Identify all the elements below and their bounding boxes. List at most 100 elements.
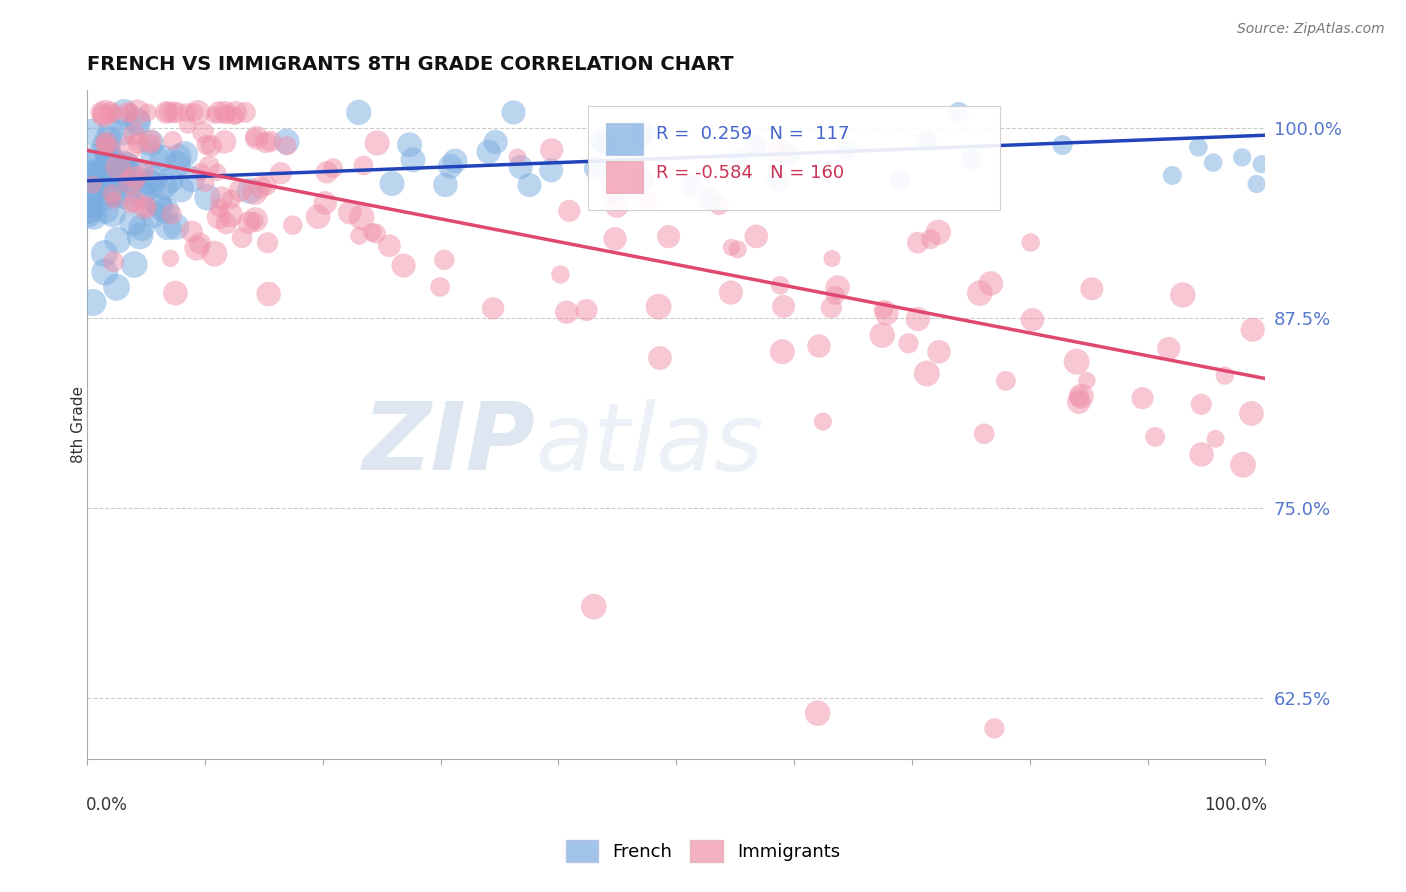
Point xyxy=(127,116,149,130)
Point xyxy=(87,179,110,194)
Point xyxy=(339,205,361,219)
Point xyxy=(550,268,572,282)
Point xyxy=(744,139,766,153)
Point xyxy=(983,722,1005,736)
Point xyxy=(482,301,505,316)
Point xyxy=(243,186,266,200)
Point xyxy=(124,194,146,209)
Point xyxy=(1191,447,1213,461)
Point xyxy=(699,192,721,206)
Point xyxy=(920,232,942,246)
Point xyxy=(103,105,125,120)
Point xyxy=(347,105,370,120)
Point xyxy=(245,130,267,145)
Point xyxy=(229,184,252,198)
Point xyxy=(167,150,190,164)
Point xyxy=(889,173,911,187)
Point xyxy=(1081,282,1104,296)
Point xyxy=(94,136,117,151)
Point xyxy=(770,344,793,359)
Point xyxy=(439,159,461,173)
Point xyxy=(433,252,456,267)
Point xyxy=(120,198,142,212)
Point xyxy=(89,185,111,199)
Point xyxy=(97,155,120,169)
Point xyxy=(647,300,669,314)
Point xyxy=(156,105,179,120)
FancyBboxPatch shape xyxy=(588,106,1000,210)
Point xyxy=(915,134,938,148)
Point xyxy=(77,155,100,169)
Point xyxy=(190,165,212,179)
Point xyxy=(77,207,100,221)
Point xyxy=(1213,368,1236,383)
Point xyxy=(91,178,114,192)
Point xyxy=(77,166,100,180)
Point xyxy=(720,285,742,300)
Point xyxy=(94,105,117,120)
Point xyxy=(124,170,146,185)
Point xyxy=(245,212,267,227)
Point xyxy=(973,426,995,441)
Point xyxy=(927,225,949,239)
Point xyxy=(77,198,100,212)
Point xyxy=(100,161,122,175)
Point xyxy=(555,305,578,319)
Point xyxy=(980,277,1002,291)
Point xyxy=(96,142,118,156)
Point xyxy=(249,180,271,194)
Point xyxy=(994,374,1017,388)
Point xyxy=(558,203,581,218)
Point xyxy=(101,186,124,201)
Point xyxy=(129,229,152,244)
Point xyxy=(97,139,120,153)
Point xyxy=(118,141,141,155)
Point xyxy=(347,228,370,243)
Point xyxy=(94,265,117,279)
Point xyxy=(208,211,231,225)
Point xyxy=(769,144,792,158)
Point xyxy=(165,219,187,234)
Point xyxy=(136,174,159,188)
Point xyxy=(105,280,128,294)
Point xyxy=(1246,177,1268,191)
Point xyxy=(600,187,623,202)
Point xyxy=(1069,390,1091,404)
Text: R = -0.584   N = 160: R = -0.584 N = 160 xyxy=(657,164,845,182)
Point xyxy=(585,161,607,175)
Point xyxy=(353,158,375,172)
Point xyxy=(821,252,844,266)
Point xyxy=(98,149,121,163)
Point xyxy=(131,188,153,202)
Point xyxy=(485,135,508,149)
Point xyxy=(1189,397,1212,411)
Point xyxy=(94,139,117,153)
Point xyxy=(94,203,117,218)
Point xyxy=(361,225,384,239)
Point xyxy=(720,240,742,254)
Point xyxy=(745,229,768,244)
Point xyxy=(239,184,262,198)
Point xyxy=(208,201,231,215)
Point xyxy=(364,227,387,241)
Point xyxy=(139,136,162,150)
Point xyxy=(89,163,111,178)
Point xyxy=(219,192,242,206)
Point xyxy=(1202,155,1225,169)
Point xyxy=(1157,342,1180,356)
Y-axis label: 8th Grade: 8th Grade xyxy=(72,385,86,463)
Point xyxy=(811,415,834,429)
Point xyxy=(77,194,100,209)
Point xyxy=(103,184,125,198)
Point xyxy=(766,173,789,187)
Point xyxy=(214,105,236,120)
Text: atlas: atlas xyxy=(534,399,763,490)
Point xyxy=(1066,354,1088,368)
Point xyxy=(1070,389,1092,403)
Point xyxy=(1205,432,1227,446)
Point xyxy=(117,105,139,120)
Point xyxy=(429,280,451,294)
Point xyxy=(835,143,858,157)
Point xyxy=(125,164,148,178)
Point xyxy=(392,259,415,273)
